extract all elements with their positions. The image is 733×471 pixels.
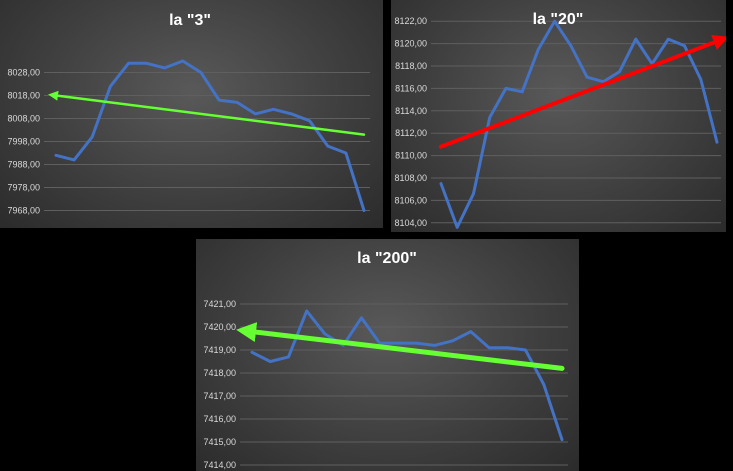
chart-3-svg: 7968,00 7978,00 7988,00 7998,00 8008,00 8018,… [7,12,370,216]
y-tick-label: 8120,00 [394,39,427,49]
chart-200-svg: 7414,00 7415,00 7416,00 7417,00 7418,00 7419,… [203,250,568,470]
y-tick-label: 8106,00 [394,195,427,205]
y-tick-label: 8116,00 [395,83,427,93]
chart-panel-20: 8104,00 8106,00 8108,00 8110,00 8112,00 8114,… [391,0,726,232]
y-tick-label: 7414,00 [203,460,236,470]
trend-arrow [236,322,565,371]
y-tick-label: 8122,00 [394,16,427,26]
y-tick-label: 8114,00 [395,106,427,116]
chart-title: la "200" [357,250,417,267]
y-tick-label: 7998,00 [7,137,40,147]
y-tick-label: 8018,00 [7,91,40,101]
y-tick-label: 8008,00 [7,114,40,124]
y-tick-label: 7988,00 [7,160,40,170]
chart-title: la "3" [169,12,211,29]
y-tick-label: 7978,00 [7,183,40,193]
y-tick-label: 7420,00 [203,322,236,332]
y-tick-label: 8118,00 [395,61,427,71]
y-tick-label: 8110,00 [395,151,427,161]
chart-panel-3: 7968,00 7978,00 7988,00 7998,00 8008,00 8018,… [0,0,383,228]
chart-panel-200: 7414,00 7415,00 7416,00 7417,00 7418,00 7419,… [196,239,579,471]
series-line [250,309,564,442]
chart-title: la "20" [533,11,584,28]
trend-arrow [439,35,726,149]
y-tick-label: 7968,00 [7,206,40,216]
y-tick-label: 7417,00 [203,391,236,401]
series-line [54,59,366,212]
y-tick-label: 7416,00 [203,414,236,424]
series-line [439,19,719,229]
trend-arrow [48,90,366,136]
y-tick-label: 7418,00 [203,368,236,378]
chart-20-svg: 8104,00 8106,00 8108,00 8110,00 8112,00 8114,… [394,11,726,229]
y-tick-label: 7421,00 [203,299,236,309]
y-tick-label: 7419,00 [203,345,236,355]
y-tick-label: 7415,00 [203,437,236,447]
y-tick-label: 8028,00 [7,68,40,78]
y-tick-label: 8112,00 [395,128,427,138]
y-tick-label: 8104,00 [394,218,427,228]
y-tick-label: 8108,00 [394,173,427,183]
